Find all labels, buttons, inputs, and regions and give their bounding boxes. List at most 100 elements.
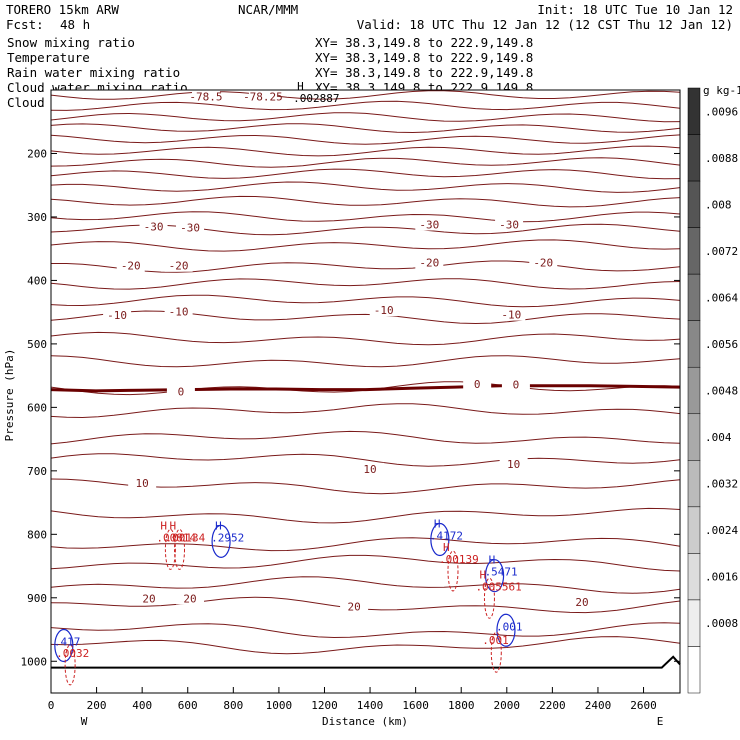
temperature-isotherm: [50, 355, 681, 368]
contour-label-bg: [495, 218, 524, 231]
colorbar-swatch: [687, 413, 701, 461]
contour-label: -30: [144, 220, 164, 233]
temperature-isotherm: [50, 554, 681, 572]
temperature-isotherm: [50, 278, 681, 290]
x-tick-label: 0: [48, 699, 55, 712]
x-tick-label: 800: [223, 699, 243, 712]
terrain-line: [51, 655, 681, 669]
max-marker-h: H: [434, 517, 441, 530]
y-tick-label: 900: [27, 592, 47, 605]
max-marker-value: .00134: [166, 531, 206, 544]
rain-water-contour: [164, 528, 176, 570]
y-tick-label: 400: [27, 274, 47, 287]
contour-label-bg: [248, 90, 277, 103]
temperature-isotherm: [50, 331, 681, 346]
y-tick-label: 800: [27, 528, 47, 541]
field-name: Rain water mixing ratio: [7, 65, 180, 80]
west-end-label: W: [81, 715, 88, 728]
temperature-isotherm: [50, 100, 681, 111]
max-marker-h: H: [160, 519, 167, 532]
x-tick-label: 2400: [585, 699, 612, 712]
temperature-isotherm: [50, 310, 681, 325]
colorbar-label: .0008: [705, 617, 738, 630]
contour-label-bg: [499, 457, 528, 470]
hydrometeor-features: [54, 522, 516, 686]
temperature-isotherm: [50, 134, 681, 145]
temperature-isotherm: [50, 112, 681, 123]
colorbar: .0096 .0088 .008 .0072 .0064 .0056 .0048 .004 .0…: [687, 84, 740, 694]
temperature-isotherm: [50, 537, 681, 552]
contour-label: 10: [507, 458, 520, 471]
colorbar-label: .0032: [705, 478, 738, 491]
contour-label-bg: [116, 259, 145, 272]
colorbar-swatch: [687, 506, 701, 554]
y-tick-label: 300: [27, 211, 47, 224]
x-tick-label: 2000: [494, 699, 521, 712]
contour-label-bg: [166, 385, 195, 398]
temperature-isotherm: [50, 168, 681, 180]
y-tick-label: 200: [27, 147, 47, 160]
temperature-isotherm: [50, 211, 681, 223]
contour-label-bg: [501, 378, 530, 391]
x-axis: 0 200 400 600 800 1000 1200 1400 1600 1800 2000 220…: [48, 687, 657, 712]
fcst-value: 48 h: [60, 17, 90, 32]
temperature-isotherm: [51, 260, 681, 273]
max-marker-h: H: [297, 80, 304, 93]
rain-water-contour: [490, 631, 502, 673]
colorbar-swatch: [687, 320, 701, 368]
contour-label: 10: [363, 463, 376, 476]
x-tick-label: 1400: [357, 699, 384, 712]
contour-label-bg: [497, 308, 526, 321]
contour-label-bg: [415, 218, 444, 231]
colorbar-label: .0064: [705, 291, 738, 304]
max-marker-value: .0032: [56, 647, 89, 660]
max-marker-value: .417: [54, 635, 81, 648]
contour-label-bg: [415, 256, 444, 269]
contour-label-bg: [139, 220, 168, 233]
y-tick-label: 600: [27, 401, 47, 414]
temperature-isotherm: [50, 403, 681, 419]
contour-label-bg: [369, 304, 398, 317]
freezing-level-line: [50, 384, 681, 393]
contour-label: 20: [347, 601, 360, 614]
contour-label: 0: [178, 385, 185, 398]
y-tick-label: 700: [27, 465, 47, 478]
colorbar-label: .0096: [705, 105, 738, 118]
contour-label: -20: [419, 257, 439, 270]
max-marker-h: H: [479, 568, 486, 581]
contour-label: 20: [575, 596, 588, 609]
max-marker-h: H: [170, 519, 177, 532]
rain-water-contour: [483, 577, 495, 619]
max-marker-value: .002887: [293, 92, 339, 105]
contour-label-bg: [568, 596, 597, 609]
x-tick-label: 1600: [402, 699, 429, 712]
colorbar-swatch: [687, 273, 701, 321]
contour-label-bg: [529, 256, 558, 269]
max-marker-value: .5471: [485, 566, 518, 579]
contour-label: 0: [513, 378, 520, 391]
temperature-isotherm: [50, 636, 681, 655]
contour-label-bg: [164, 305, 193, 318]
temperature-isotherm: [50, 507, 681, 524]
temperature-isotherm: [50, 90, 681, 100]
colorbar-swatch: [687, 180, 701, 228]
valid-time: Valid: 18 UTC Thu 12 Jan 12 (12 CST Thu …: [357, 17, 733, 32]
max-marker-value: .2952: [211, 531, 244, 544]
temperature-isotherm: [50, 181, 681, 193]
y-axis-label: Pressure (hPa): [3, 349, 16, 442]
temperature-isotherm: [50, 622, 681, 639]
rain-water-contour: [174, 528, 186, 570]
cloud-water-contour: [54, 628, 74, 663]
field-xy: XY= 38.3,149.8 to 222.9,149.8: [315, 35, 533, 50]
colorbar-swatch: [687, 599, 701, 647]
colorbar-label: .008: [705, 198, 732, 211]
contour-label: -10: [501, 309, 521, 322]
cloud-water-contour: [496, 613, 516, 647]
temperature-isotherm: [50, 430, 681, 445]
max-marker-value: .00814: [156, 531, 196, 544]
x-tick-label: 2600: [630, 699, 657, 712]
east-end-label: E: [657, 715, 664, 728]
contour-label: 20: [142, 592, 155, 605]
max-marker-value: .001: [496, 620, 523, 633]
colorbar-label: .004: [705, 431, 732, 444]
